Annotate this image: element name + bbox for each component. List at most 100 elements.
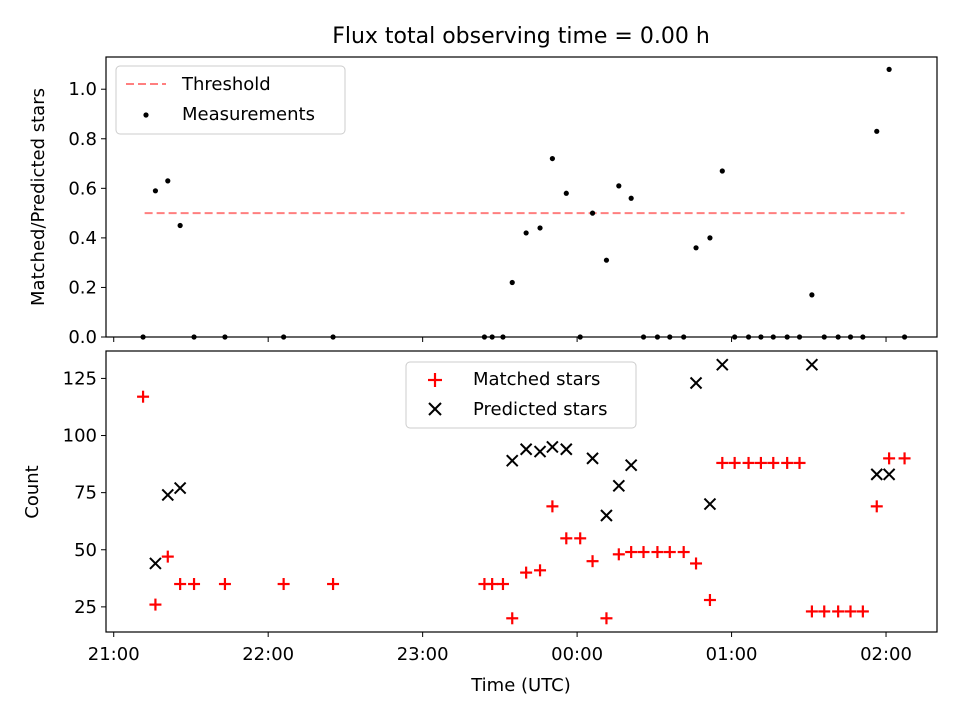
measurement-point bbox=[165, 178, 171, 184]
matched-star-point bbox=[781, 456, 794, 469]
measurement-point bbox=[563, 190, 569, 196]
predicted-star-point bbox=[586, 452, 599, 465]
top-y-tick-label: 0.4 bbox=[68, 228, 97, 249]
legend-matched-label: Matched stars bbox=[473, 369, 600, 390]
predicted-star-point bbox=[506, 454, 519, 467]
predicted-star-point bbox=[805, 358, 819, 371]
legend-predicted-label: Predicted stars bbox=[473, 399, 607, 420]
x-tick-label: 23:00 bbox=[397, 644, 449, 665]
matched-star-point bbox=[149, 598, 162, 611]
legend-measurements-label: Measurements bbox=[182, 104, 315, 125]
predicted-star-point bbox=[703, 497, 717, 511]
top-panel-ratio: 0.0 0.2 0.4 0.6 0.8 1.0 Matched/Predicted sta… bbox=[28, 56, 938, 348]
matched-star-point bbox=[651, 546, 664, 559]
measurement-point bbox=[589, 210, 596, 216]
matched-star-point bbox=[637, 546, 650, 559]
measurement-point bbox=[537, 225, 543, 231]
predicted-star-point bbox=[716, 358, 729, 371]
matched-star-point bbox=[574, 532, 587, 545]
matched-star-point bbox=[600, 612, 613, 625]
matched-star-point bbox=[767, 456, 780, 469]
matched-star-point bbox=[137, 390, 150, 403]
bottom-y-axis-label: Count bbox=[22, 465, 43, 518]
matched-star-point bbox=[716, 456, 729, 469]
x-tick-label: 21:00 bbox=[88, 644, 140, 665]
measurement-point bbox=[616, 183, 622, 189]
measurement-point bbox=[549, 155, 555, 162]
measurement-point bbox=[707, 235, 713, 241]
matched-star-point bbox=[856, 605, 869, 618]
matched-star-point bbox=[832, 605, 845, 618]
legend-matched-swatch bbox=[428, 373, 442, 387]
measurement-point bbox=[693, 245, 699, 251]
matched-star-point bbox=[793, 456, 806, 469]
predicted-star-point bbox=[870, 468, 883, 481]
matched-star-point bbox=[506, 612, 519, 625]
matched-star-point bbox=[612, 548, 625, 561]
predicted-star-point bbox=[612, 479, 626, 492]
matched-star-point bbox=[870, 500, 883, 513]
predicted-star-point bbox=[173, 481, 187, 495]
x-tick-label: 01:00 bbox=[706, 644, 758, 665]
predicted-star-point bbox=[161, 488, 174, 502]
measurement-point bbox=[603, 257, 610, 263]
predicted-star-point bbox=[533, 445, 547, 458]
matched-star-point bbox=[663, 546, 676, 559]
legend-threshold-label: Threshold bbox=[181, 74, 271, 95]
top-y-tick-label: 0.2 bbox=[68, 277, 97, 298]
predicted-star-point bbox=[149, 557, 162, 570]
matched-star-point bbox=[277, 578, 290, 591]
matched-star-point bbox=[586, 555, 599, 568]
x-tick-label: 22:00 bbox=[242, 644, 294, 665]
predicted-star-point bbox=[624, 459, 638, 472]
matched-star-point bbox=[520, 566, 533, 579]
predicted-star-point bbox=[882, 468, 896, 481]
top-plot-frame bbox=[105, 56, 938, 338]
matched-star-point bbox=[174, 578, 187, 591]
matched-star-point bbox=[898, 452, 911, 465]
top-y-axis-label: Matched/Predicted stars bbox=[28, 88, 49, 306]
matched-star-point bbox=[161, 550, 174, 563]
matched-star-point bbox=[844, 605, 857, 618]
bottom-legend: Matched stars Predicted stars bbox=[405, 361, 637, 429]
matched-star-point bbox=[327, 578, 340, 591]
bottom-plot-frame bbox=[105, 350, 938, 633]
measurement-point bbox=[523, 230, 529, 236]
bottom-y-tick-label: 125 bbox=[63, 368, 97, 389]
top-y-tick-label: 0.8 bbox=[68, 129, 97, 150]
bottom-panel-counts: 25 50 75 100 125 21:00 22:00 23:00 00:00 01:00 02… bbox=[22, 350, 938, 696]
matched-star-point bbox=[742, 456, 755, 469]
x-tick-label: 00:00 bbox=[551, 644, 603, 665]
top-y-tick-label: 0.0 bbox=[68, 327, 97, 348]
bottom-y-tick-label: 75 bbox=[74, 483, 97, 504]
measurement-point bbox=[874, 128, 880, 134]
chart-title: Flux total observing time = 0.00 h bbox=[332, 24, 710, 49]
bottom-y-tick-label: 50 bbox=[74, 540, 97, 561]
matched-star-point bbox=[560, 532, 573, 545]
measurement-point bbox=[809, 292, 815, 298]
measurement-point bbox=[509, 279, 515, 286]
matched-star-point bbox=[188, 578, 201, 591]
matched-star-point bbox=[625, 546, 638, 559]
top-y-tick-label: 0.6 bbox=[68, 178, 97, 199]
bottom-y-tick-label: 100 bbox=[63, 426, 97, 447]
predicted-star-point bbox=[689, 376, 703, 390]
measurement-point bbox=[886, 66, 892, 72]
matched-star-point bbox=[883, 452, 896, 465]
legend-measurements-swatch bbox=[143, 112, 149, 118]
predicted-star-point bbox=[600, 509, 613, 522]
legend-predicted-swatch bbox=[428, 402, 442, 416]
measurement-point bbox=[628, 195, 634, 201]
matched-star-point bbox=[818, 605, 831, 618]
x-tick-label: 02:00 bbox=[860, 644, 912, 665]
matched-star-point bbox=[496, 578, 509, 591]
matched-star-point bbox=[754, 456, 767, 469]
matched-star-point bbox=[703, 594, 716, 607]
top-legend-box bbox=[115, 65, 346, 135]
bottom-y-tick-label: 25 bbox=[74, 597, 97, 618]
top-legend: Threshold Measurements bbox=[115, 65, 346, 135]
matched-star-point bbox=[728, 456, 741, 469]
predicted-star-point bbox=[519, 443, 533, 456]
matched-star-point bbox=[486, 578, 499, 591]
